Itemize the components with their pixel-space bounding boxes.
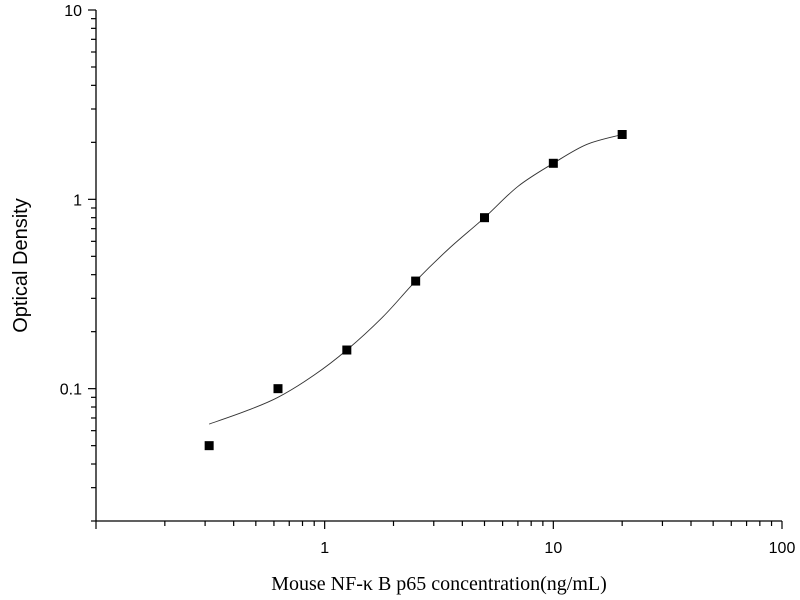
data-point xyxy=(411,276,421,286)
y-tick-label: 1 xyxy=(73,192,82,209)
ticks xyxy=(88,9,783,529)
y-tick-label: 10 xyxy=(64,3,82,20)
data-point xyxy=(342,345,352,355)
data-point xyxy=(617,130,627,140)
y-tick-label: 0.1 xyxy=(60,382,82,399)
x-axis-title: Mouse NF-κ B p65 concentration(ng/mL) xyxy=(271,573,607,595)
x-tick-label: 10 xyxy=(544,540,562,557)
x-tick-label: 100 xyxy=(769,540,796,557)
data-point xyxy=(479,213,489,223)
data-point xyxy=(548,158,558,168)
tick-labels: 1 10 100 0.1 1 10 xyxy=(60,3,796,557)
axes xyxy=(95,10,782,522)
y-axis-title: Optical Density xyxy=(10,198,32,333)
data-points xyxy=(204,130,627,451)
data-point xyxy=(204,441,214,451)
x-tick-label: 1 xyxy=(320,540,329,557)
data-point xyxy=(273,384,283,394)
